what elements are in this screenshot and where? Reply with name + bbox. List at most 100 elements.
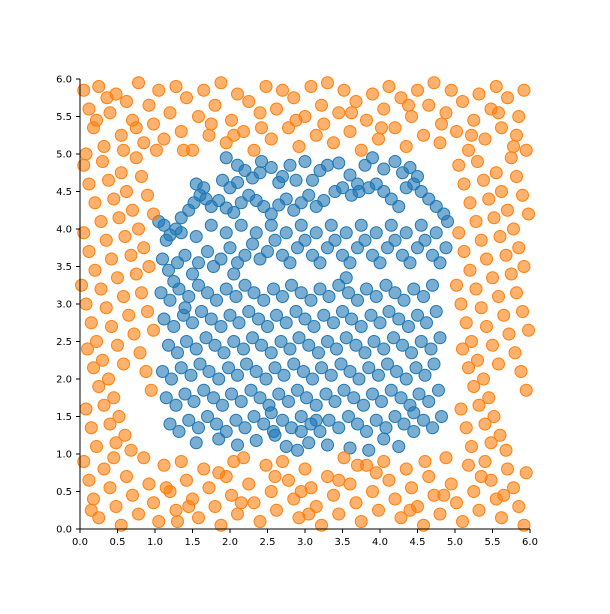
series-1-point xyxy=(117,143,130,157)
series-1-point xyxy=(439,106,453,120)
series-1-point xyxy=(141,188,154,202)
series-1-point xyxy=(117,290,130,303)
series-0-point xyxy=(292,331,306,345)
series-0-point xyxy=(204,218,218,232)
x-tick-label: 1.5 xyxy=(185,537,201,548)
series-0-point xyxy=(327,316,340,330)
series-1-point xyxy=(97,140,111,153)
series-1-point xyxy=(214,76,228,90)
series-0-point xyxy=(261,245,274,258)
series-1-point xyxy=(463,263,477,277)
series-1-point xyxy=(482,192,496,206)
series-1-point xyxy=(510,170,523,183)
series-1-point xyxy=(114,166,128,180)
series-1-point xyxy=(96,353,109,367)
series-1-point xyxy=(255,121,268,135)
series-1-point xyxy=(147,496,160,510)
series-0-point xyxy=(362,361,376,375)
series-1-point xyxy=(377,455,391,468)
series-1-point xyxy=(182,500,196,513)
series-1-point xyxy=(82,102,96,116)
series-0-point xyxy=(212,432,226,446)
series-1-point xyxy=(354,143,368,157)
series-0-point xyxy=(439,241,453,255)
series-0-point xyxy=(417,413,430,427)
series-1-point xyxy=(388,492,402,506)
series-1-point xyxy=(142,98,156,112)
series-1-point xyxy=(519,143,533,157)
series-0-point xyxy=(362,443,376,457)
series-0-point xyxy=(257,417,271,431)
series-1-point xyxy=(135,286,148,300)
series-0-point xyxy=(377,432,391,446)
y-tick-label: 1.0 xyxy=(56,450,72,461)
series-1-point xyxy=(276,83,289,97)
y-tick-label: 3.5 xyxy=(56,262,72,273)
series-1-point xyxy=(124,248,138,262)
series-1-point xyxy=(309,128,323,142)
series-1-point xyxy=(332,473,346,487)
series-1-point xyxy=(522,207,535,221)
series-0-point xyxy=(343,441,357,455)
series-0-point xyxy=(339,226,353,240)
series-1-point xyxy=(75,278,88,292)
series-1-point xyxy=(349,496,363,510)
series-0-point xyxy=(238,421,252,435)
series-0-point xyxy=(238,164,252,177)
series-0-point xyxy=(231,176,244,189)
series-1-point xyxy=(512,500,526,513)
series-1-point xyxy=(197,462,211,476)
series-1-point xyxy=(163,106,177,120)
series-1-point xyxy=(437,488,451,502)
series-1-point xyxy=(450,278,463,292)
series-1-point xyxy=(493,428,507,442)
series-1-point xyxy=(337,451,351,465)
series-0-point xyxy=(414,218,428,232)
series-0-point xyxy=(407,406,421,420)
series-1-point xyxy=(517,518,531,532)
series-0-point xyxy=(347,391,361,405)
series-0-point xyxy=(242,305,256,318)
series-1-point xyxy=(109,500,123,513)
series-1-point xyxy=(465,335,478,348)
series-0-point xyxy=(418,368,432,382)
series-1-point xyxy=(82,473,96,487)
series-0-point xyxy=(339,331,353,345)
series-1-point xyxy=(477,173,490,187)
series-1-point xyxy=(471,155,484,168)
series-1-point xyxy=(139,365,153,378)
series-1-point xyxy=(327,488,340,502)
series-0-point xyxy=(247,286,261,300)
series-1-point xyxy=(253,515,267,528)
series-0-point xyxy=(324,218,338,232)
series-1-point xyxy=(208,98,222,112)
series-1-point xyxy=(77,83,91,97)
series-0-point xyxy=(384,218,398,232)
series-0-point xyxy=(373,256,387,270)
series-0-point xyxy=(349,338,363,352)
series-1-point xyxy=(495,511,508,525)
series-1-point xyxy=(489,166,503,180)
x-tick-label: 1.0 xyxy=(147,537,163,548)
series-0-point xyxy=(360,282,373,296)
series-1-point xyxy=(459,316,473,330)
series-1-point xyxy=(294,485,308,498)
series-0-point xyxy=(417,290,430,303)
series-1-point xyxy=(247,143,261,157)
series-1-point xyxy=(516,188,529,202)
series-0-point xyxy=(322,413,336,427)
series-0-point xyxy=(204,312,218,326)
series-1-point xyxy=(270,503,283,517)
series-0-point xyxy=(366,151,379,165)
series-0-point xyxy=(412,387,426,401)
series-1-point xyxy=(478,455,492,468)
x-tick-label: 2.5 xyxy=(260,537,276,548)
series-0-point xyxy=(156,365,169,378)
series-1-point xyxy=(259,80,273,93)
series-1-point xyxy=(487,211,501,225)
series-1-point xyxy=(127,327,141,341)
series-1-point xyxy=(253,106,267,120)
series-0-point xyxy=(285,278,298,292)
series-1-point xyxy=(517,260,531,273)
